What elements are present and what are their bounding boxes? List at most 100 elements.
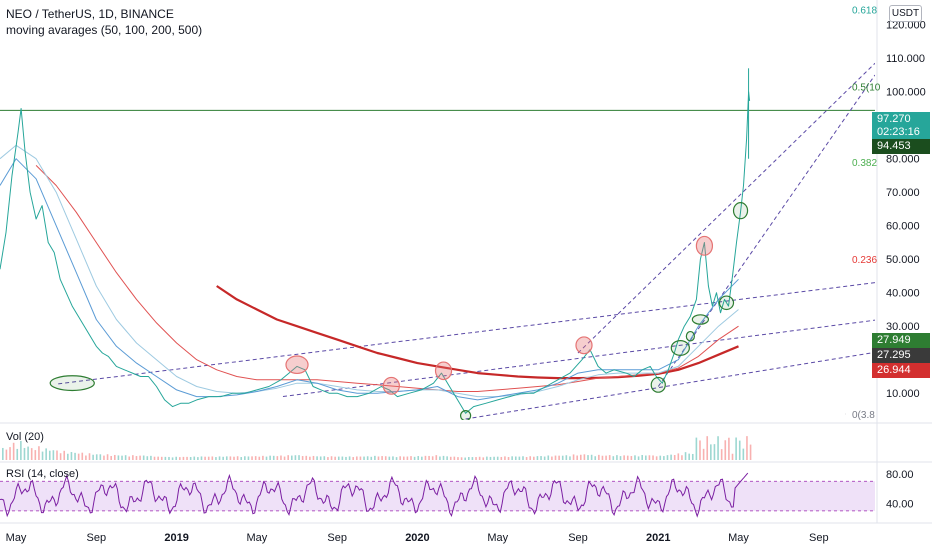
time-axis[interactable]: May Sep 2019 May Sep 2020 May Sep 2021 May Sep (6, 532, 829, 544)
trend-channel-line[interactable] (577, 62, 875, 354)
resistance-circle-marker[interactable] (434, 361, 453, 381)
volume-bar (504, 456, 506, 460)
price-tick-label: 80.000 (886, 154, 920, 166)
volume-bar (558, 455, 560, 460)
main-pane[interactable] (0, 62, 875, 421)
volume-bar (341, 456, 344, 460)
volume-bar (2, 447, 4, 460)
time-tick-label: Sep (809, 532, 829, 544)
volume-bar (706, 436, 709, 460)
volume-bar (67, 453, 69, 460)
price-series-line[interactable] (0, 91, 751, 414)
rsi-pane-label[interactable]: RSI (14, close) (6, 468, 79, 480)
volume-bar (52, 450, 55, 460)
volume-bar (88, 453, 91, 460)
currency-button[interactable]: USDT (889, 5, 922, 22)
volume-bar (699, 440, 701, 460)
support-circle-marker[interactable] (691, 314, 710, 325)
volume-bar (85, 455, 87, 460)
moving-average-200-line[interactable] (35, 165, 739, 392)
volume-bar (518, 456, 521, 460)
fib-level-label: 0.382 (852, 158, 877, 169)
moving-average-50-line[interactable] (0, 158, 739, 401)
volume-bar (207, 456, 210, 460)
moving-average-100-line[interactable] (0, 144, 739, 398)
trend-channel-line[interactable] (58, 282, 875, 385)
support-circle-marker[interactable] (732, 202, 749, 220)
support-circle-marker[interactable] (670, 340, 690, 356)
volume-bar (475, 457, 477, 460)
horizontal-level-value: 94.453 (877, 140, 911, 152)
volume-bar (695, 437, 698, 460)
volume-bar (525, 457, 528, 460)
volume-pane[interactable] (2, 436, 752, 460)
volume-bar (5, 449, 8, 460)
support-circle-marker[interactable] (718, 295, 735, 311)
volume-bar (265, 456, 268, 460)
volume-bar (673, 455, 676, 460)
volume-bar (442, 455, 445, 460)
volume-bar (27, 446, 29, 460)
time-tick-label: 2021 (646, 532, 670, 544)
volume-bar (309, 456, 311, 460)
volume-bar (330, 456, 333, 460)
support-circle-marker[interactable] (685, 330, 695, 342)
resistance-circle-marker[interactable] (575, 336, 593, 355)
support-circle-marker[interactable] (49, 375, 95, 392)
volume-bar (95, 454, 98, 460)
volume-bar (305, 455, 308, 460)
volume-bar (637, 456, 640, 460)
volume-pane-label[interactable]: Vol (20) (6, 431, 44, 443)
volume-bar (670, 454, 672, 460)
volume-bar (345, 456, 347, 460)
volume-bar (648, 455, 651, 460)
time-tick-label: May (487, 532, 508, 544)
volume-bar (150, 455, 152, 460)
rsi-line[interactable] (0, 472, 749, 518)
moving-averages-label: moving avarages (50, 100, 200, 500) (6, 23, 203, 37)
volume-bar (225, 456, 228, 460)
trend-channel-line[interactable] (282, 319, 875, 398)
volume-bar (113, 454, 116, 460)
price-tick-label: 50.000 (886, 254, 920, 266)
volume-bar (244, 456, 246, 460)
resistance-circle-marker[interactable] (695, 235, 714, 256)
rsi-pane[interactable]: 40.00 80.00 (0, 469, 914, 518)
volume-bar (200, 456, 203, 460)
volume-bar (142, 455, 145, 460)
moving-average-500-line[interactable] (216, 285, 739, 380)
volume-bar (272, 455, 275, 460)
resistance-circle-marker[interactable] (382, 376, 400, 395)
volume-bar (132, 455, 134, 460)
resistance-circle-marker[interactable] (285, 355, 309, 375)
time-tick-label: Sep (87, 532, 107, 544)
support-circle-marker[interactable] (459, 410, 472, 421)
volume-bar (464, 457, 466, 460)
volume-bar (666, 455, 669, 460)
volume-bar (507, 457, 510, 460)
volume-bar (713, 444, 716, 460)
volume-bar (536, 456, 539, 460)
volume-bar (724, 440, 727, 460)
volume-bar (702, 448, 705, 460)
volume-bar (334, 456, 336, 460)
volume-bar (290, 455, 293, 460)
moving-averages-legend[interactable]: moving avarages (50, 100, 200, 500) (6, 23, 202, 37)
volume-bar (489, 456, 492, 460)
volume-bar (601, 455, 604, 460)
volume-bar (9, 447, 11, 460)
volume-bar (269, 455, 271, 460)
volume-bar (742, 448, 745, 460)
volume-bar (124, 455, 127, 460)
rsi-band (0, 481, 875, 511)
symbol-legend[interactable]: NEO / TetherUS, 1D, BINANCE (6, 7, 174, 21)
volume-bar (446, 456, 448, 460)
volume-bar (413, 456, 416, 460)
trend-channel-line[interactable] (465, 351, 875, 420)
volume-bar (171, 457, 174, 460)
volume-bar (48, 450, 51, 460)
volume-bar (533, 456, 535, 460)
support-circle-marker[interactable] (650, 376, 666, 393)
